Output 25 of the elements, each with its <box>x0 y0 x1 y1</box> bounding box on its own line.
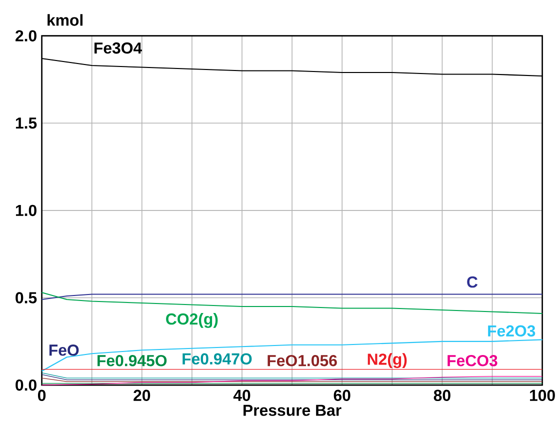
series-label: Fe2O3 <box>488 325 536 337</box>
line-series <box>41 339 543 372</box>
y-tick-label: 0.5 <box>16 292 37 304</box>
y-tick-label: 0.0 <box>16 380 36 391</box>
y-axis-title: kmol <box>48 14 83 26</box>
series-label: Fe3O4 <box>94 42 142 54</box>
x-tick-label: 0 <box>38 390 46 402</box>
x-tick-label: 20 <box>134 390 150 402</box>
x-tick-label: 40 <box>233 390 250 402</box>
x-tick-label: 80 <box>434 390 450 402</box>
series-label: Fe0.947O <box>182 353 252 365</box>
series-label: N2(g) <box>368 353 407 368</box>
series-label: CO2(g) <box>166 313 218 328</box>
x-tick-label: 60 <box>334 390 350 402</box>
y-tick-label: 1.5 <box>16 118 37 129</box>
series-label: FeO <box>49 344 79 356</box>
series-label: Fe0.945O <box>98 355 167 366</box>
y-tick-label: 1.0 <box>16 204 36 216</box>
y-tick-label: 2.0 <box>16 30 36 42</box>
x-tick-label: 100 <box>530 390 555 402</box>
series-label: C <box>467 276 478 288</box>
line-series <box>41 376 543 386</box>
series-label: FeO1.056 <box>268 355 337 366</box>
x-axis-title: Pressure Bar <box>244 404 342 416</box>
series-label: FeCO3 <box>448 355 498 366</box>
